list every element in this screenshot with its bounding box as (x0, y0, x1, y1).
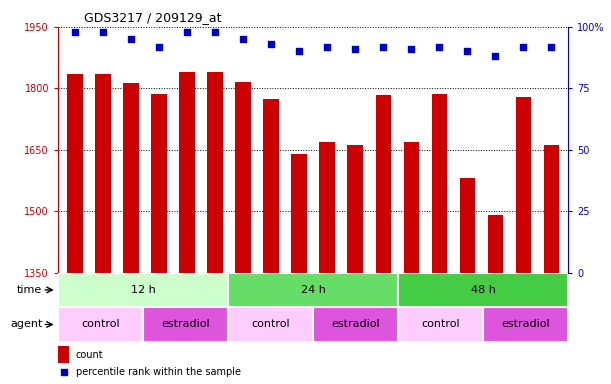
Text: control: control (422, 319, 460, 329)
Bar (58, 346, 69, 363)
Point (210, 29, 220, 35)
Point (434, 43, 444, 50)
Point (59, 369, 68, 376)
Point (322, 43, 332, 50)
Bar (291, 154, 307, 273)
Text: estradiol: estradiol (161, 319, 210, 329)
Bar (143, 307, 228, 342)
Bar (58, 307, 143, 342)
Bar (228, 307, 313, 342)
Point (154, 43, 164, 50)
Bar (95, 74, 111, 273)
Text: count: count (76, 350, 103, 360)
Text: percentile rank within the sample: percentile rank within the sample (76, 367, 241, 377)
Point (182, 29, 192, 35)
Bar (228, 273, 398, 307)
Text: control: control (81, 319, 120, 329)
Text: 24 h: 24 h (301, 285, 326, 295)
Bar (152, 94, 167, 273)
Point (98, 29, 108, 35)
Bar (123, 83, 139, 273)
Point (519, 43, 529, 50)
Bar (544, 145, 559, 273)
Point (238, 36, 248, 42)
Text: 48 h: 48 h (470, 285, 496, 295)
Point (546, 43, 556, 50)
Point (350, 46, 360, 52)
Bar (320, 142, 335, 273)
Bar (403, 142, 419, 273)
Text: GDS3217 / 209129_at: GDS3217 / 209129_at (84, 11, 221, 24)
Text: estradiol: estradiol (502, 319, 550, 329)
Point (406, 46, 416, 52)
Point (70, 29, 80, 35)
Text: agent: agent (10, 319, 42, 329)
Bar (348, 145, 363, 273)
Point (491, 53, 500, 60)
Point (126, 36, 136, 42)
Bar (459, 179, 475, 273)
Bar (516, 97, 531, 273)
Bar (235, 82, 251, 273)
Point (266, 41, 276, 47)
Bar (483, 307, 568, 342)
Bar (207, 72, 223, 273)
Text: estradiol: estradiol (331, 319, 380, 329)
Bar (431, 94, 447, 273)
Bar (313, 307, 398, 342)
Bar (398, 273, 568, 307)
Point (463, 48, 472, 55)
Text: 12 h: 12 h (131, 285, 155, 295)
Point (295, 48, 304, 55)
Text: control: control (251, 319, 290, 329)
Bar (58, 273, 228, 307)
Bar (67, 74, 82, 273)
Bar (488, 215, 503, 273)
Text: time: time (17, 285, 42, 295)
Bar (179, 72, 195, 273)
Bar (263, 99, 279, 273)
Bar (376, 95, 391, 273)
Bar (398, 307, 483, 342)
Point (378, 43, 388, 50)
